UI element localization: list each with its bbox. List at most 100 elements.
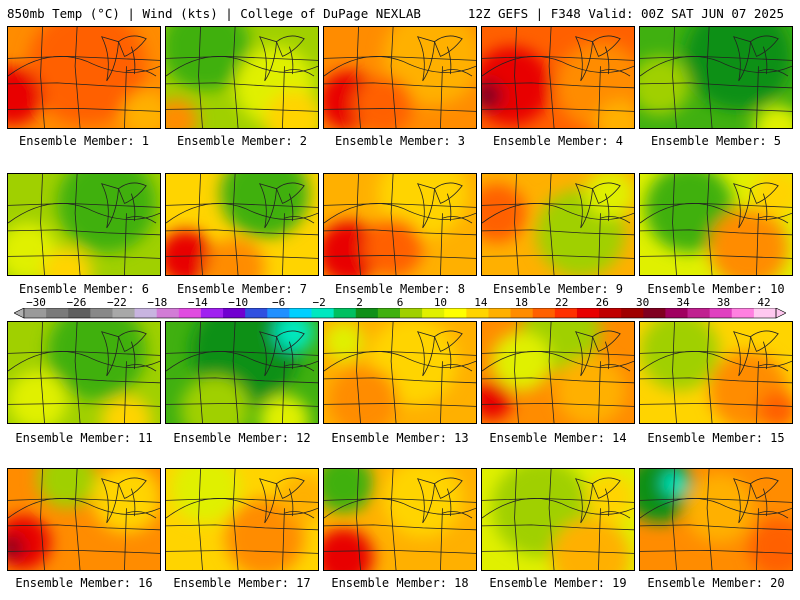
temperature-anomaly: [324, 469, 374, 514]
temperature-anomaly: [8, 371, 68, 423]
ensemble-member-label: Ensemble Member: 15: [647, 431, 785, 445]
colorbar-tick-label: 30: [636, 296, 650, 309]
temperature-anomaly: [748, 518, 792, 570]
temperature-anomaly: [8, 535, 23, 560]
ensemble-map-panel: [165, 26, 319, 129]
ensemble-member-label: Ensemble Member: 6: [18, 282, 150, 296]
colorbar-arrow-left: [14, 308, 25, 319]
colorbar-tick-label: 6: [396, 296, 404, 309]
temperature-anomaly: [324, 527, 374, 570]
colorbar-tick-label: 34: [676, 296, 690, 309]
temperature-anomaly: [662, 471, 687, 496]
colorbar-swatch: [731, 308, 755, 318]
colorbar-tick-label: 42: [757, 296, 771, 309]
colorbar-swatch: [355, 308, 379, 318]
colorbar-swatch: [643, 308, 666, 318]
ensemble-member-label: Ensemble Member: 14: [489, 431, 627, 445]
temperature-anomaly: [556, 356, 626, 423]
colorbar-swatch: [422, 308, 445, 318]
colorbar-swatch: [178, 308, 202, 318]
temperature-anomaly: [166, 27, 250, 91]
temperature-anomaly: [166, 98, 198, 128]
ensemble-member-label: Ensemble Member: 2: [176, 134, 308, 148]
colorbar-swatch: [510, 308, 534, 318]
temperature-anomaly: [101, 395, 152, 423]
colorbar-swatch: [576, 308, 600, 318]
colorbar-swatch: [687, 308, 711, 318]
colorbar-tick-label: −22: [106, 296, 127, 309]
colorbar-tick-label: −18: [147, 296, 168, 309]
colorbar-swatch: [400, 308, 423, 318]
ensemble-member-label: Ensemble Member: 12: [173, 431, 311, 445]
colorbar-swatch: [532, 308, 556, 318]
temperature-anomaly: [121, 90, 160, 128]
temperature-anomaly: [8, 66, 43, 126]
temperature-anomaly: [709, 208, 789, 275]
ensemble-map-panel: [323, 26, 477, 129]
ensemble-map-panel: [639, 26, 793, 129]
temperature-anomaly: [180, 375, 250, 423]
temperature-anomaly: [274, 322, 315, 352]
colorbar-swatch: [267, 308, 290, 318]
temperature-anomaly: [170, 469, 241, 523]
ensemble-map-panel: [481, 173, 635, 276]
ensemble-member-label: Ensemble Member: 16: [15, 576, 153, 590]
ensemble-map-panel: [481, 26, 635, 129]
temperature-anomaly: [205, 237, 265, 275]
temperature-anomaly: [220, 174, 310, 238]
temperature-anomaly: [758, 390, 792, 423]
colorbar-tick-label: −6: [272, 296, 286, 309]
colorbar-swatch: [112, 308, 136, 318]
ensemble-map-panel: [165, 321, 319, 424]
colorbar-tick-label: 26: [595, 296, 609, 309]
ensemble-member-label: Ensemble Member: 9: [492, 282, 624, 296]
temperature-anomaly: [363, 218, 423, 275]
colorbar-swatch: [200, 308, 224, 318]
colorbar-tick-label: −26: [66, 296, 87, 309]
colorbar-swatch: [90, 308, 113, 318]
ensemble-member-label: Ensemble Member: 4: [492, 134, 624, 148]
colorbar-swatch: [709, 308, 733, 318]
colorbar-swatch: [223, 308, 246, 318]
colorbar-swatch: [466, 308, 489, 318]
ensemble-member-label: Ensemble Member: 19: [489, 576, 627, 590]
temperature-anomaly: [644, 174, 734, 253]
colorbar-swatch: [46, 308, 69, 318]
temperature-anomaly: [353, 76, 413, 128]
temperature-anomaly: [259, 395, 310, 423]
colorbar-tick-label: 38: [716, 296, 731, 309]
ensemble-map-panel: [165, 173, 319, 276]
temperature-anomaly: [551, 518, 631, 570]
ensemble-map-panel: [323, 468, 477, 571]
temperature-anomaly: [264, 90, 318, 128]
colorbar-swatch: [289, 308, 313, 318]
ensemble-map-panel: [639, 321, 793, 424]
colorbar-arrow-right: [775, 308, 786, 319]
temperature-anomaly: [585, 473, 634, 523]
ensemble-map-panel: [7, 173, 161, 276]
temperature-colorbar: −30 −26 −22 −18 −14 −10 −6 −2 2 6 10 14 18 22 26 30 34 38…: [14, 296, 786, 320]
colorbar-tick-label: 22: [555, 296, 569, 309]
colorbar-swatch: [134, 308, 158, 318]
ensemble-map-panel: [481, 321, 635, 424]
ensemble-member-label: Ensemble Member: 8: [334, 282, 466, 296]
colorbar-tick-label: −14: [187, 296, 208, 309]
colorbar-tick-label: −2: [312, 296, 326, 309]
temperature-anomaly: [328, 366, 399, 423]
ensemble-member-label: Ensemble Member: 10: [647, 282, 785, 296]
colorbar-swatch: [554, 308, 578, 318]
colorbar-swatch: [245, 308, 268, 318]
colorbar-swatch: [68, 308, 91, 318]
ensemble-member-label: Ensemble Member: 18: [331, 576, 469, 590]
temperature-anomaly: [482, 80, 502, 111]
colorbar-tick-label: 10: [433, 296, 448, 309]
temperature-anomaly: [57, 174, 157, 253]
colorbar-tick-label: 18: [514, 296, 528, 309]
temperature-anomaly: [47, 322, 147, 401]
colorbar-swatch: [311, 308, 335, 318]
ensemble-map-panel: [481, 468, 635, 571]
colorbar-swatch: [333, 308, 357, 318]
temperature-anomaly: [491, 331, 552, 391]
temperature-anomaly: [640, 322, 719, 391]
ensemble-map-panel: [639, 173, 793, 276]
